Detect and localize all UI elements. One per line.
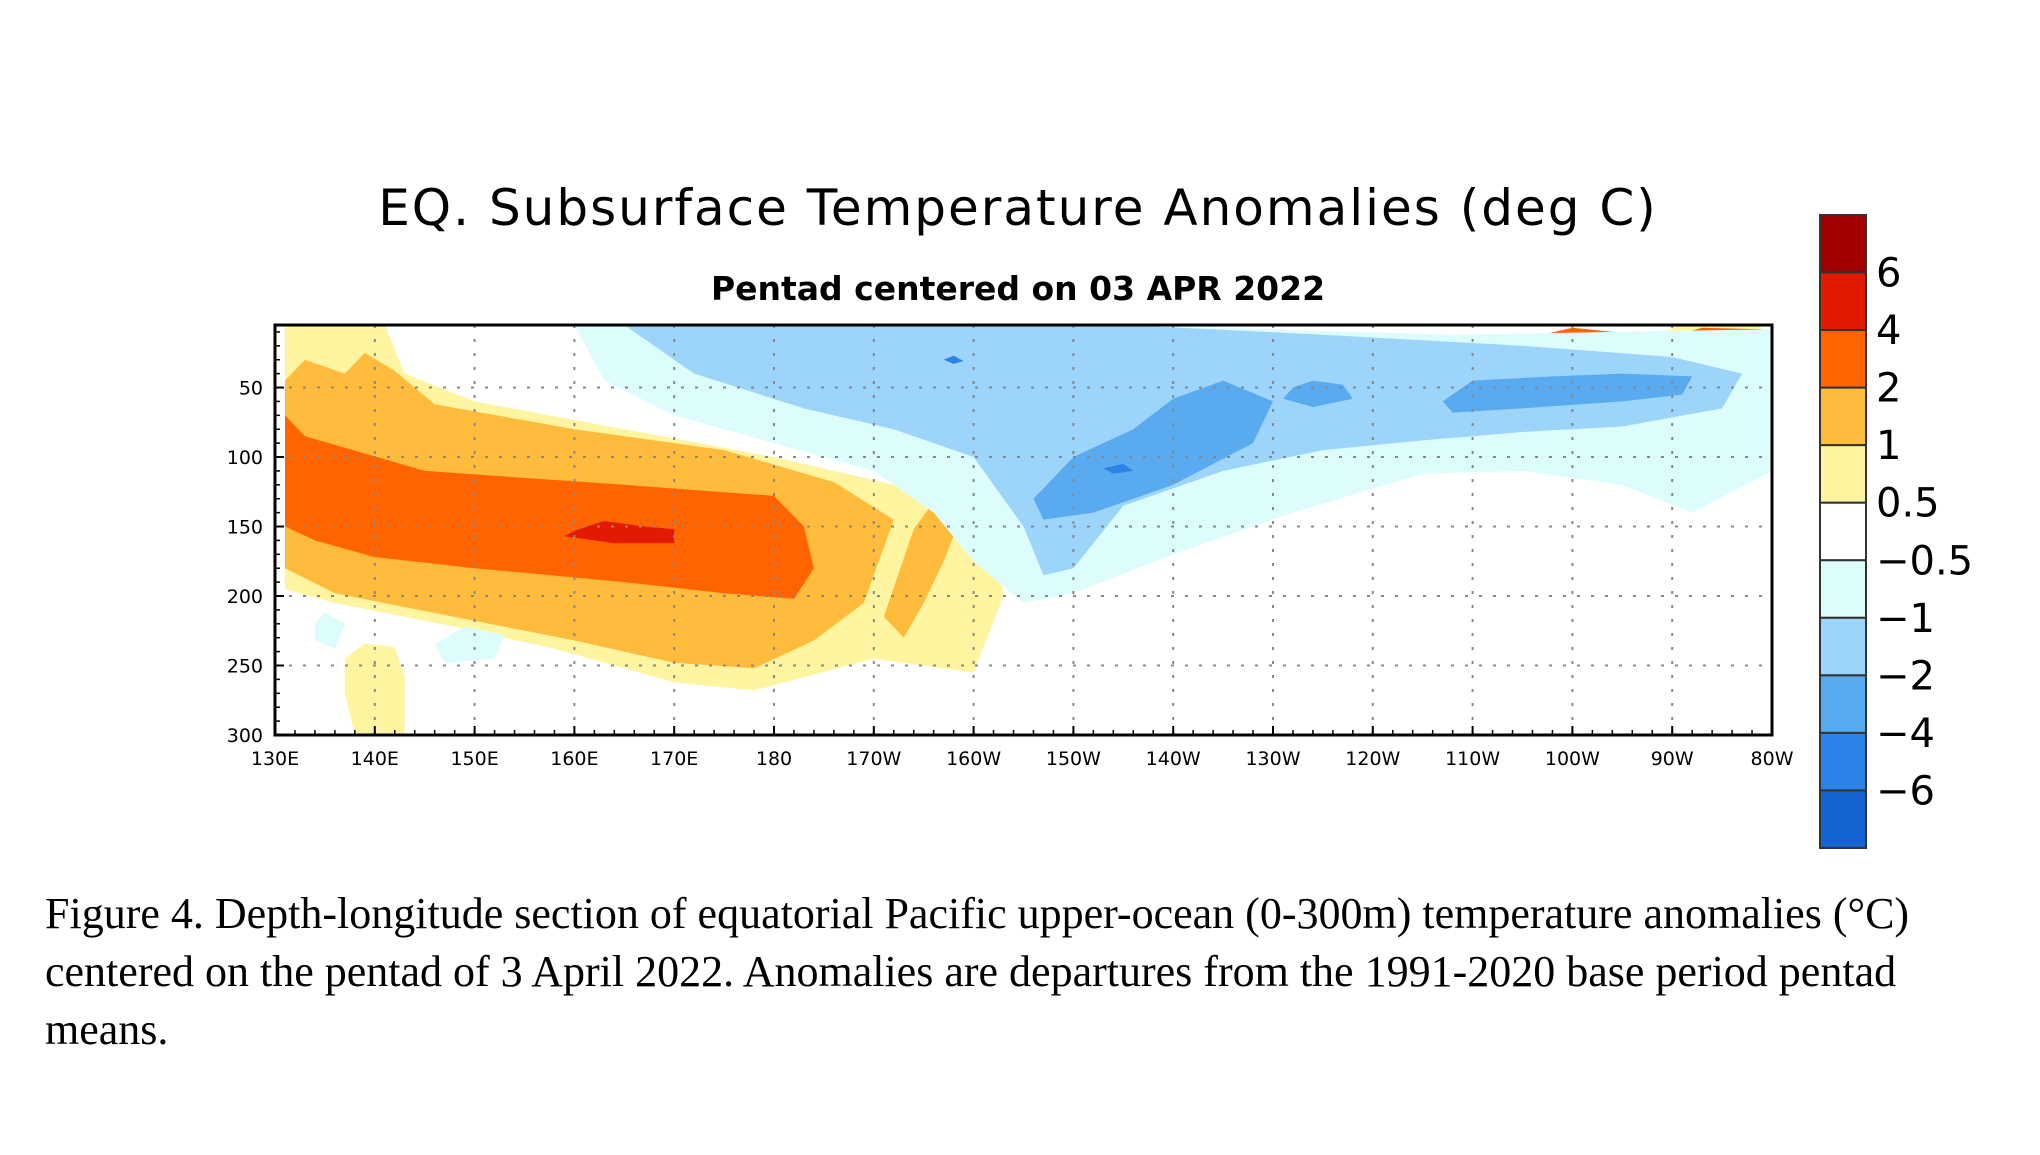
x-tick-label: 170W	[846, 748, 901, 770]
y-axis: 50 100 150 200 250 300	[227, 331, 284, 747]
colorbar-label: −4	[1876, 711, 1935, 757]
y-tick-label: 300	[227, 725, 263, 747]
x-axis: 130E 140E 150E 160E 170E 180 170W 160W 150W 140W 1…	[251, 726, 1794, 770]
colorbar-swatch	[1819, 789, 1867, 849]
colorbar-label: −1	[1876, 596, 1935, 642]
x-tick-label: 150W	[1046, 748, 1101, 770]
anomaly-region-13	[314, 612, 345, 649]
colorbar-label: 4	[1876, 308, 1901, 354]
x-tick-label: 170E	[650, 748, 698, 770]
anomaly-region-15	[1033, 380, 1273, 520]
chart-subtitle: Pentad centered on 03 APR 2022	[711, 269, 1325, 308]
colorbar-swatch	[1819, 444, 1867, 504]
anomaly-region-5	[564, 521, 675, 544]
y-tick-label: 200	[227, 586, 263, 608]
anomaly-region-18	[1103, 464, 1134, 474]
x-tick-label: 130E	[251, 748, 299, 770]
x-tick-label: 180	[756, 748, 792, 770]
x-tick-label: 130W	[1245, 748, 1300, 770]
y-tick-label: 150	[227, 517, 263, 539]
colorbar-swatch	[1819, 616, 1867, 677]
figure-caption: Figure 4. Depth-longitude section of equ…	[45, 889, 1910, 1054]
colorbar-swatch	[1819, 271, 1867, 332]
x-tick-label: 140E	[351, 748, 399, 770]
anomaly-region-4	[285, 415, 814, 599]
plot-frame	[273, 323, 1774, 737]
colorbar-swatch	[1819, 501, 1867, 562]
colorbar-label: −2	[1876, 653, 1935, 699]
colorbar-swatch	[1819, 731, 1867, 792]
grid-lines	[275, 325, 1772, 735]
colorbar-label: 0.5	[1876, 481, 1940, 527]
y-tick-label: 250	[227, 656, 263, 678]
x-tick-label: 90W	[1651, 748, 1694, 770]
x-tick-label: 160W	[946, 748, 1001, 770]
x-tick-label: 100W	[1545, 748, 1600, 770]
y-tick-label: 100	[227, 447, 263, 469]
anomaly-regions	[285, 325, 1772, 735]
anomaly-region-12	[434, 626, 505, 663]
chart-title: EQ. Subsurface Temperature Anomalies (de…	[378, 179, 1658, 237]
colorbar-label: 2	[1876, 366, 1901, 412]
x-tick-label: 150E	[450, 748, 498, 770]
anomaly-region-3	[883, 501, 964, 638]
colorbar-label: 6	[1876, 251, 1901, 297]
colorbar-label: −0.5	[1876, 538, 1973, 584]
plot-area: 130E 140E 150E 160E 170E 180 170W 160W 150W 140W 1…	[227, 323, 1794, 770]
x-tick-label: 110W	[1445, 748, 1500, 770]
anomaly-region-17	[1442, 373, 1693, 413]
colorbar: 6 4 2 1 0.5 −0.5 −1 −2 −4 −6	[1819, 214, 1973, 849]
y-tick-label: 50	[239, 378, 263, 400]
anomaly-region-19	[943, 355, 964, 364]
colorbar-swatch	[1819, 214, 1867, 274]
x-tick-label: 140W	[1146, 748, 1201, 770]
colorbar-swatch	[1819, 386, 1867, 447]
colorbar-label: −6	[1876, 768, 1935, 814]
anomaly-region-16	[1283, 380, 1353, 407]
colorbar-swatch	[1819, 559, 1867, 619]
x-tick-label: 160E	[550, 748, 598, 770]
x-tick-label: 80W	[1751, 748, 1794, 770]
x-tick-label: 120W	[1345, 748, 1400, 770]
colorbar-label: 1	[1876, 423, 1901, 469]
colorbar-swatch	[1819, 674, 1867, 734]
colorbar-swatch	[1819, 329, 1867, 389]
